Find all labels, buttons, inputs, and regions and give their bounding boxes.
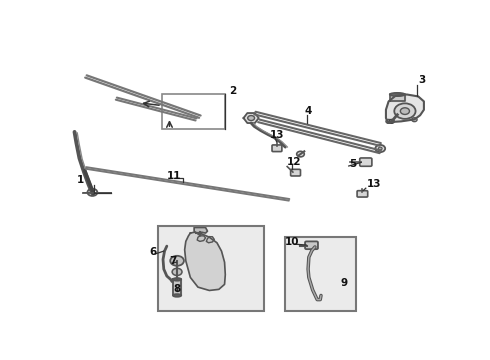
Circle shape [297,151,304,157]
Text: 10: 10 [285,237,300,247]
Text: 6: 6 [150,247,157,257]
FancyBboxPatch shape [305,242,318,249]
FancyBboxPatch shape [291,169,300,176]
Circle shape [394,103,416,119]
Circle shape [248,116,254,121]
Circle shape [386,120,391,123]
Polygon shape [198,232,201,235]
Polygon shape [194,228,207,233]
Text: 4: 4 [304,106,312,116]
Text: 3: 3 [418,75,425,85]
Polygon shape [206,237,214,243]
Bar [162,94,224,129]
Circle shape [170,256,184,266]
Polygon shape [390,94,405,102]
Circle shape [412,118,417,122]
Polygon shape [197,236,206,242]
FancyBboxPatch shape [272,145,282,152]
Bar [158,226,265,311]
Ellipse shape [390,93,405,96]
Text: 13: 13 [367,179,381,189]
Ellipse shape [173,294,181,297]
Text: 12: 12 [287,157,302,167]
Ellipse shape [173,278,181,281]
Circle shape [378,147,382,150]
Circle shape [375,145,385,152]
Polygon shape [173,279,181,296]
Polygon shape [244,113,259,123]
FancyBboxPatch shape [360,158,372,166]
Text: 9: 9 [341,278,347,288]
Text: 13: 13 [270,130,284,140]
Bar [285,237,356,311]
Text: 1: 1 [76,175,84,185]
FancyBboxPatch shape [357,191,368,197]
Circle shape [389,120,394,123]
Circle shape [400,108,410,114]
Text: 11: 11 [167,171,181,181]
Polygon shape [386,94,424,122]
Text: 7: 7 [170,256,177,266]
Polygon shape [185,232,225,291]
Text: 5: 5 [349,158,356,168]
Text: 8: 8 [173,284,180,294]
Circle shape [172,268,182,275]
Text: 2: 2 [229,86,236,96]
